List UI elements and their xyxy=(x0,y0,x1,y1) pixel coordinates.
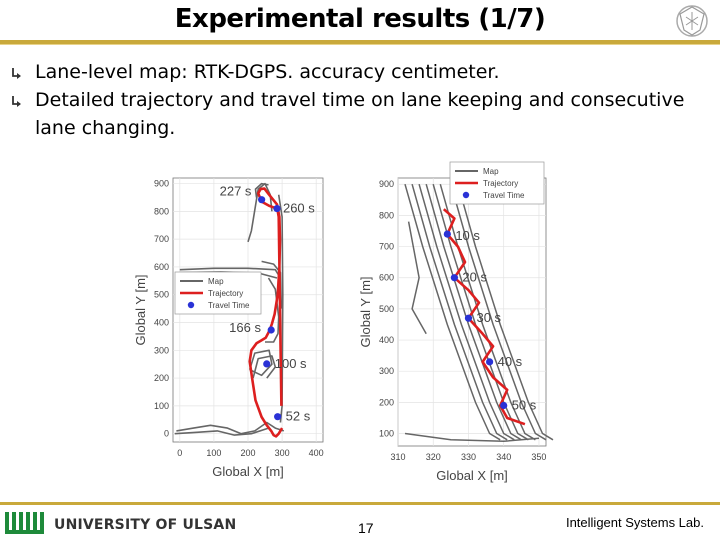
travel-time-label: 20 s xyxy=(462,270,487,285)
y-tick-label: 300 xyxy=(154,345,169,355)
footer-lab-name: Intelligent Systems Lab. xyxy=(565,515,704,530)
bullet-arrow-icon xyxy=(12,68,21,79)
legend-entry: Trajectory xyxy=(208,289,243,298)
y-axis-label: Global Y [m] xyxy=(358,276,373,347)
university-crest-icon xyxy=(676,5,708,37)
map-merge-road xyxy=(404,432,540,443)
travel-time-label: 260 s xyxy=(283,201,315,216)
x-tick-label: 340 xyxy=(496,452,511,462)
map-road-line xyxy=(174,427,269,436)
y-tick-label: 100 xyxy=(154,401,169,411)
legend-entry: Trajectory xyxy=(483,179,518,188)
x-tick-label: 320 xyxy=(426,452,441,462)
x-axis-label: Global X [m] xyxy=(212,464,284,479)
x-tick-label: 200 xyxy=(240,448,255,458)
travel-time-marker xyxy=(486,358,494,366)
trajectory-line xyxy=(248,187,284,438)
travel-time-label: 30 s xyxy=(476,310,501,325)
map-lane-line xyxy=(411,183,508,441)
y-tick-label: 300 xyxy=(379,366,394,376)
travel-time-label: 52 s xyxy=(286,409,311,424)
y-axis-label: Global Y [m] xyxy=(133,274,148,345)
legend-entry: Travel Time xyxy=(483,191,525,200)
x-tick-label: 330 xyxy=(461,452,476,462)
y-tick-label: 800 xyxy=(154,206,169,216)
map-side-road xyxy=(407,221,427,335)
map-road-line xyxy=(252,355,277,379)
bullet-item: Lane-level map: RTK-DGPS. accuracy centi… xyxy=(10,58,690,86)
map-lane-line xyxy=(404,183,501,441)
university-logo-icon xyxy=(5,512,44,534)
travel-time-label: 227 s xyxy=(220,184,252,199)
x-axis-label: Global X [m] xyxy=(436,468,508,483)
bullet-arrow-icon xyxy=(12,96,21,107)
travel-time-label: 100 s xyxy=(275,356,307,371)
y-tick-label: 900 xyxy=(379,179,394,189)
y-tick-label: 400 xyxy=(379,335,394,345)
map-lane-line xyxy=(439,183,536,441)
trajectory-plot-lane-change: 310 320 330 340 350 100 200 300 400 500 600 700 800 9… xyxy=(358,161,554,483)
x-tick-label: 0 xyxy=(177,448,182,458)
travel-time-marker xyxy=(263,360,271,368)
map-road-line xyxy=(254,182,269,198)
travel-time-marker xyxy=(443,230,451,238)
slide-title: Experimental results (1/7) xyxy=(174,4,546,34)
travel-time-label: 166 s xyxy=(229,320,261,335)
travel-time-label: 50 s xyxy=(512,397,537,412)
travel-time-marker xyxy=(273,204,281,213)
map-road-line xyxy=(277,194,284,423)
x-tick-label: 400 xyxy=(309,448,324,458)
legend-entry: Map xyxy=(208,277,224,286)
y-tick-label: 500 xyxy=(379,304,394,314)
x-tick-label: 100 xyxy=(206,448,221,458)
title-underline xyxy=(0,40,720,45)
y-tick-label: 100 xyxy=(379,429,394,439)
map-road-line xyxy=(265,277,280,343)
legend-entry: Travel Time xyxy=(208,301,250,310)
x-tick-label: 300 xyxy=(275,448,290,458)
travel-time-label: 40 s xyxy=(498,354,523,369)
page-number: 17 xyxy=(358,520,374,536)
travel-time-label: 10 s xyxy=(455,228,480,243)
bullet-list: Lane-level map: RTK-DGPS. accuracy centi… xyxy=(10,58,690,142)
y-tick-label: 800 xyxy=(379,210,394,220)
y-tick-label: 600 xyxy=(379,273,394,283)
legend-travel-time-swatch xyxy=(462,191,470,199)
map-lane-line xyxy=(457,183,554,441)
y-tick-label: 700 xyxy=(154,234,169,244)
legend-travel-time-swatch xyxy=(187,301,195,309)
y-tick-label: 700 xyxy=(379,242,394,252)
y-tick-label: 500 xyxy=(154,290,169,300)
footer-university-name: UNIVERSITY OF ULSAN xyxy=(54,517,237,533)
footer-rule xyxy=(0,502,720,505)
map-road-line xyxy=(176,421,285,435)
map-road-line xyxy=(248,349,273,377)
x-tick-label: 350 xyxy=(531,452,546,462)
bullet-text: Detailed trajectory and travel time on l… xyxy=(35,89,685,139)
y-tick-label: 200 xyxy=(154,373,169,383)
travel-time-marker xyxy=(258,196,266,204)
map-lane-line xyxy=(450,183,547,441)
legend-entry: Map xyxy=(483,167,499,176)
x-tick-label: 310 xyxy=(390,452,405,462)
map-road-line xyxy=(179,267,282,279)
map-lane-line xyxy=(418,183,515,441)
travel-time-marker xyxy=(464,314,473,322)
y-tick-label: 400 xyxy=(154,318,169,328)
y-tick-label: 200 xyxy=(379,397,394,407)
travel-time-marker xyxy=(500,401,508,410)
bullet-item: Detailed trajectory and travel time on l… xyxy=(10,86,690,142)
travel-time-marker xyxy=(450,274,458,282)
y-tick-label: 0 xyxy=(164,429,169,439)
bullet-text: Lane-level map: RTK-DGPS. accuracy centi… xyxy=(35,61,500,83)
y-tick-label: 900 xyxy=(154,179,169,189)
trajectory-plot-full-route: 0 100 200 300 400 0 100 200 300 400 500 600 700 800 90… xyxy=(133,177,324,479)
y-tick-label: 600 xyxy=(154,262,169,272)
travel-time-marker xyxy=(274,413,282,421)
travel-time-marker xyxy=(267,326,275,334)
